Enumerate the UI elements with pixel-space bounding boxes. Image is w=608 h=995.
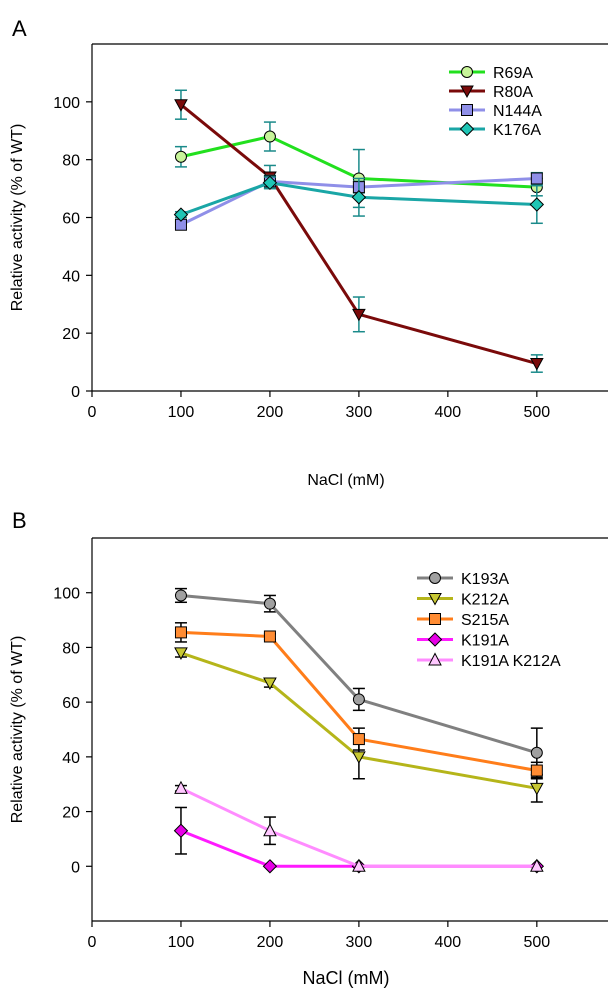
- y-axis-label: Relative activity (% of WT): [9, 636, 26, 824]
- x-tick-label: 400: [435, 404, 462, 421]
- legend: K193A K212A S215A K191A K191A K212A: [417, 571, 561, 670]
- legend-marker: [427, 632, 443, 647]
- legend-label: K176A: [493, 122, 541, 139]
- series-k176a: [173, 175, 545, 225]
- legend-label: K191A K212A: [461, 653, 561, 670]
- y-tick-label: 20: [62, 326, 80, 343]
- y-tick-label: 60: [62, 211, 80, 228]
- data-point: [529, 197, 545, 212]
- legend: R69A R80A N144A K176A: [449, 65, 542, 139]
- legend-marker: [428, 652, 442, 666]
- y-tick-label: 100: [53, 586, 80, 603]
- data-point: [174, 647, 188, 660]
- panel-label: A: [12, 16, 27, 41]
- series-line: [180, 651, 538, 790]
- x-tick-label: 200: [257, 404, 284, 421]
- series-k212a: [174, 647, 544, 803]
- data-point: [263, 823, 277, 837]
- legend-label: N144A: [493, 103, 542, 120]
- x-axis-label: NaCl (mM): [303, 968, 390, 988]
- data-point: [174, 589, 187, 602]
- data-point: [174, 780, 188, 794]
- x-tick-label: 200: [257, 934, 284, 951]
- y-tick-label: 20: [62, 805, 80, 822]
- legend-marker: [429, 572, 441, 584]
- legend-marker: [461, 66, 473, 78]
- series-line: [180, 786, 537, 868]
- series-line: [180, 103, 538, 365]
- panel-a: A 0 100 200 300 400 500 0 20 40 60 80 100 NaCl (mM) Re…: [9, 16, 608, 489]
- legend-label: S215A: [461, 612, 509, 629]
- x-tick-label: 300: [346, 934, 373, 951]
- legend-label: K193A: [461, 571, 509, 588]
- y-tick-label: 60: [62, 695, 80, 712]
- legend-marker: [460, 85, 474, 99]
- series-k193a: [174, 587, 543, 779]
- y-tick-label: 0: [71, 859, 80, 876]
- data-point: [262, 175, 278, 191]
- series-line: [180, 176, 537, 227]
- x-tick-label: 500: [523, 934, 550, 951]
- y-tick-label: 0: [71, 384, 80, 401]
- data-point: [173, 823, 189, 838]
- data-point: [174, 99, 188, 112]
- data-point: [173, 207, 189, 222]
- data-point: [352, 751, 366, 764]
- panel-label: B: [12, 508, 27, 533]
- legend-marker: [429, 613, 441, 625]
- legend-marker: [459, 121, 475, 137]
- data-point: [174, 150, 187, 163]
- legend-label: R69A: [493, 65, 533, 82]
- y-tick-label: 40: [62, 750, 80, 767]
- x-tick-label: 100: [168, 934, 195, 951]
- data-point: [529, 358, 544, 371]
- series-r80a: [174, 89, 544, 373]
- data-point: [351, 190, 367, 205]
- y-tick-label: 100: [53, 95, 80, 112]
- x-tick-label: 400: [435, 934, 462, 951]
- data-point: [530, 172, 543, 185]
- data-point: [174, 626, 187, 639]
- data-point: [352, 858, 366, 872]
- legend-marker: [461, 104, 473, 116]
- y-axis-label: Relative activity (% of WT): [9, 124, 26, 312]
- x-tick-label: 0: [88, 934, 97, 951]
- y-tick-label: 40: [62, 268, 80, 285]
- data-point: [530, 858, 544, 872]
- x-tick-label: 500: [523, 404, 550, 421]
- data-point: [352, 308, 366, 322]
- legend-label: K212A: [461, 592, 509, 609]
- series-line: [180, 181, 537, 217]
- data-point: [530, 746, 543, 759]
- x-axis-label: NaCl (mM): [307, 472, 384, 489]
- series-s215a: [174, 622, 543, 780]
- y-tick-label: 80: [62, 640, 80, 657]
- legend-label: K191A: [461, 633, 509, 650]
- series-line: [180, 593, 538, 755]
- series-k191a-k212a: [174, 780, 544, 872]
- y-tick-label: 80: [62, 153, 80, 170]
- x-tick-label: 100: [168, 404, 195, 421]
- data-point: [530, 764, 543, 777]
- x-tick-label: 300: [346, 404, 373, 421]
- data-point: [263, 630, 276, 643]
- data-point: [352, 693, 365, 706]
- x-tick-label: 0: [88, 404, 97, 421]
- data-point: [263, 677, 277, 691]
- legend-marker: [428, 593, 442, 606]
- data-point: [529, 782, 544, 796]
- series-line: [180, 630, 538, 773]
- data-point: [262, 859, 278, 874]
- panel-b: B 0 100 200 300 400 500 0 20 40 60 80 100 NaCl (mM) Re…: [9, 508, 608, 988]
- data-point: [263, 130, 276, 143]
- legend-label: R80A: [493, 84, 533, 101]
- data-point: [263, 597, 276, 610]
- data-point: [352, 733, 365, 746]
